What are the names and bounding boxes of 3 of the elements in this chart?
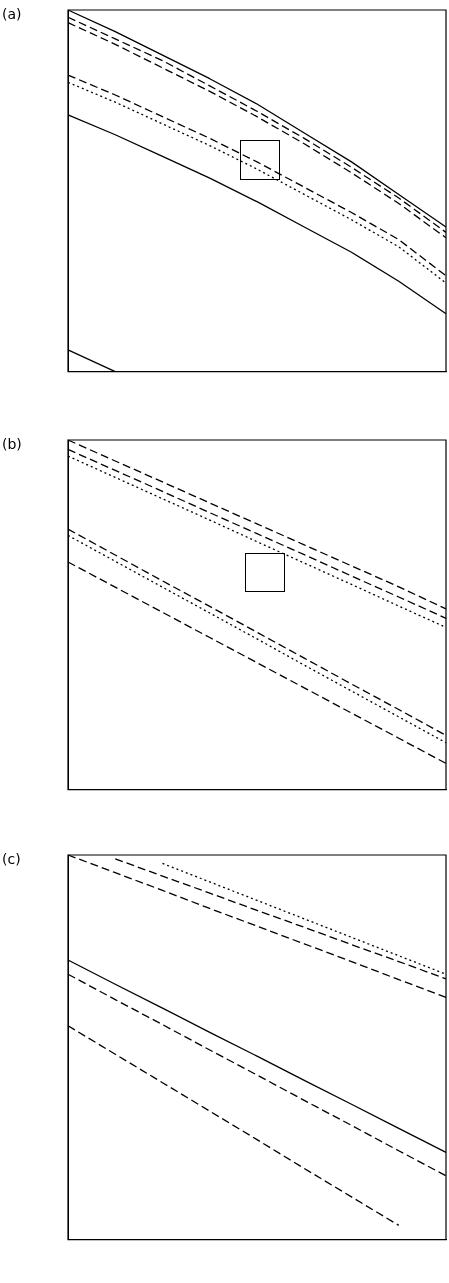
- chart-title: (b): [2, 436, 22, 452]
- chart-title: (c): [2, 851, 21, 867]
- chart-title: (a): [2, 6, 22, 22]
